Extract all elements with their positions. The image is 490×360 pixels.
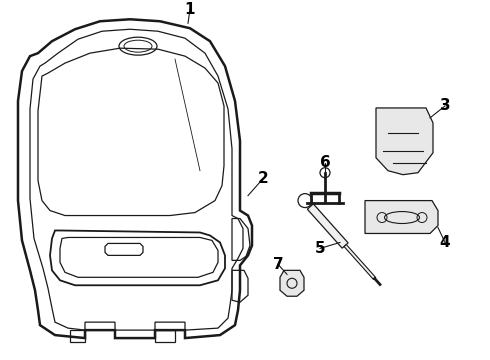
Text: 3: 3 — [440, 98, 450, 113]
Text: 5: 5 — [315, 241, 325, 256]
Polygon shape — [280, 270, 304, 296]
Text: 6: 6 — [319, 155, 330, 170]
Text: 2: 2 — [258, 171, 269, 186]
Text: 1: 1 — [185, 2, 195, 17]
Polygon shape — [307, 204, 348, 248]
Polygon shape — [365, 201, 438, 234]
Text: 7: 7 — [273, 257, 283, 272]
Text: 4: 4 — [440, 235, 450, 250]
Polygon shape — [344, 244, 376, 280]
Polygon shape — [376, 108, 433, 175]
